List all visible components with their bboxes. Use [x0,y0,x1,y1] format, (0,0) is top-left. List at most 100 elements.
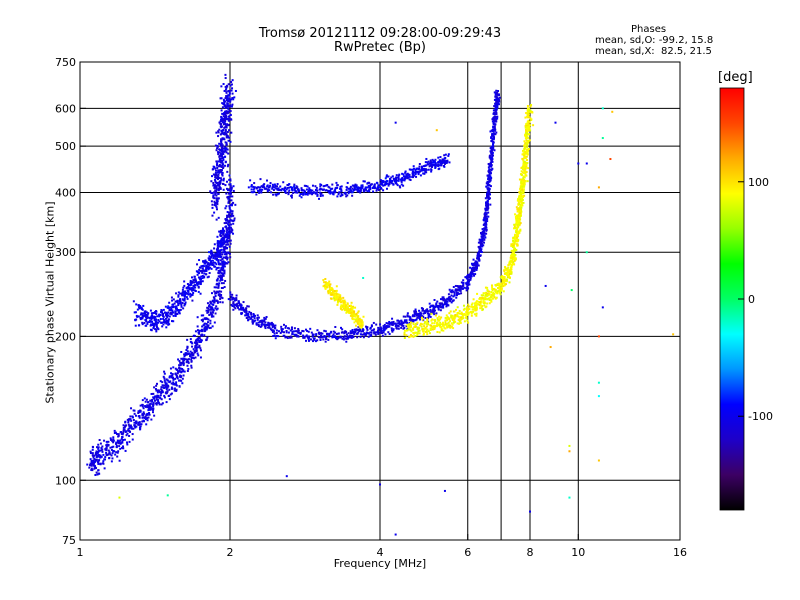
echo-point [219,120,222,123]
echo-point [198,337,201,340]
echo-point [492,141,495,144]
echo-point [520,202,523,205]
echo-point [306,329,309,332]
echo-point [486,192,489,195]
echo-point [356,190,359,193]
echo-point [479,238,482,241]
echo-point [421,328,424,331]
echo-point [436,331,439,334]
echo-point [102,460,105,463]
echo-point [302,335,305,338]
echo-point [409,179,412,182]
echo-point [211,206,214,209]
echo-point [213,197,216,200]
echo-point [438,331,441,334]
echo-point [408,326,411,329]
echo-point [331,288,334,291]
echo-point [403,179,406,182]
echo-point [160,321,163,324]
echo-point [404,315,407,318]
echo-point [490,299,493,302]
echo-point [232,214,235,217]
echo-point [216,279,219,282]
echo-point [530,104,533,107]
echo-point [322,338,325,341]
echo-point [205,268,208,271]
echo-point [187,360,190,363]
echo-point [405,325,408,328]
echo-point [93,454,96,457]
echo-point [445,300,448,303]
echo-point [212,315,215,318]
echo-point [275,329,278,332]
echo-point [341,328,344,331]
echo-point [400,326,403,329]
echo-point [268,324,271,327]
echo-point [203,334,206,337]
echo-point [264,187,267,190]
echo-point [492,128,495,131]
echo-point [186,345,189,348]
echo-point [162,317,165,320]
echo-point [285,188,288,191]
echo-point [415,168,418,171]
echo-point [438,315,441,318]
echo-point [181,294,184,297]
echo-point [379,331,382,334]
echo-point [470,267,473,270]
echo-point [225,219,228,222]
echo-point [176,313,179,316]
echo-point [198,341,201,344]
echo-point [228,205,231,208]
echo-point [221,162,224,165]
echo-point [138,306,141,309]
echo-point [284,326,287,329]
echo-point [459,321,462,324]
echo-point [221,119,224,122]
echo-point [489,185,492,188]
echo-point [263,183,266,186]
echo-point [229,211,232,214]
echo-point [413,174,416,177]
echo-point [273,183,276,186]
echo-point [384,177,387,180]
echo-point [277,335,280,338]
echo-point [179,300,182,303]
echo-point [219,165,222,168]
echo-point [223,116,226,119]
echo-point [331,191,334,194]
echo-point [225,151,228,154]
echo-point [194,286,197,289]
echo-point [226,135,229,138]
echo-point [441,321,444,324]
echo-point [500,287,503,290]
echo-point [252,320,255,323]
echo-point [350,336,353,339]
echo-point [122,432,125,435]
echo-point [171,305,174,308]
echo-point [221,160,224,163]
echo-point [423,327,426,330]
echo-point [217,294,220,297]
echo-point [507,266,510,269]
echo-point [224,130,227,133]
echo-point [436,318,439,321]
echo-point [152,392,155,395]
echo-point [226,148,229,151]
echo-point [339,195,342,198]
echo-point [327,185,330,188]
echo-point [495,89,498,92]
echo-point [91,469,94,472]
echo-point [244,314,247,317]
echo-point [269,328,272,331]
echo-point [297,335,300,338]
echo-point [520,187,523,190]
echo-point [229,239,232,242]
echo-point [109,437,112,440]
echo-point [316,193,319,196]
echo-point [199,349,202,352]
echo-point [210,180,213,183]
echo-point [482,219,485,222]
echo-point [221,172,224,175]
echo-point [494,133,497,136]
